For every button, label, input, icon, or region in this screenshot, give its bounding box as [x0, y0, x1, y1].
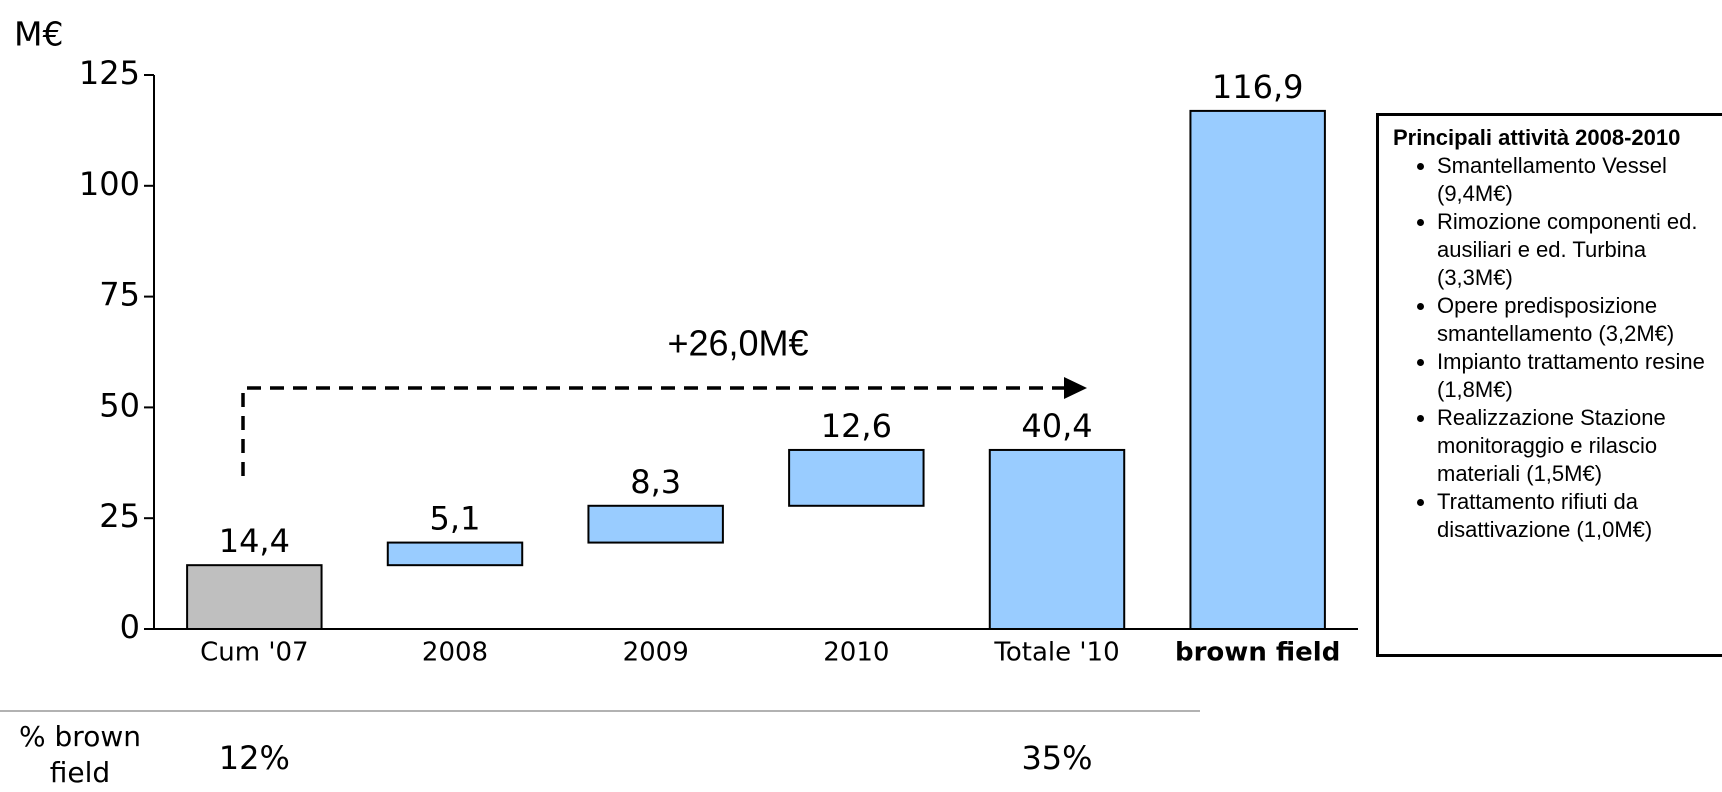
- side-box-item: Trattamento rifiuti da disattivazione (1…: [1437, 488, 1716, 544]
- side-box-title: Principali attività 2008-2010: [1393, 125, 1681, 150]
- x-tick-label: Totale '10: [993, 638, 1119, 668]
- percent-label: 35%: [1021, 739, 1092, 777]
- y-tick-label: 125: [79, 54, 140, 92]
- bar: [1189, 109, 1326, 631]
- y-tick-label: 50: [99, 386, 140, 424]
- value-label: 14,4: [219, 522, 290, 560]
- bar: [788, 448, 925, 507]
- bar: [988, 448, 1126, 630]
- annotation: +26,0M€: [667, 323, 808, 364]
- y-tick-label: 0: [120, 608, 140, 646]
- x-tick-label: brown field: [1175, 638, 1340, 668]
- x-tick-label: Cum '07: [200, 638, 308, 668]
- dashed-arrow: [241, 386, 1068, 476]
- arrow-head: [1064, 377, 1087, 399]
- y-tick-label: 75: [99, 276, 140, 314]
- side-box-item: Rimozione componenti ed. ausiliari e ed.…: [1437, 208, 1716, 292]
- value-label: 116,9: [1212, 68, 1304, 106]
- side-box: Principali attività 2008-2010 Smantellam…: [1376, 113, 1722, 657]
- x-tick-label: 2010: [823, 638, 889, 668]
- percent-row-label: % brown field: [19, 720, 141, 789]
- value-label: 40,4: [1021, 407, 1092, 445]
- side-box-item: Smantellamento Vessel (9,4M€): [1437, 152, 1716, 208]
- side-box-list: Smantellamento Vessel (9,4M€)Rimozione c…: [1393, 152, 1716, 544]
- x-tick-label: 2009: [623, 638, 689, 668]
- value-label: 12,6: [821, 407, 892, 445]
- value-label: 8,3: [630, 463, 681, 501]
- y-tick-label: 25: [99, 497, 140, 535]
- y-axis-label: M€: [14, 15, 63, 54]
- side-box-item: Opere predisposizione smantellamento (3,…: [1437, 292, 1716, 348]
- bar: [186, 564, 323, 630]
- bar: [587, 504, 724, 544]
- value-label: 5,1: [430, 500, 481, 538]
- percent-label: 12%: [219, 739, 290, 777]
- bar: [386, 541, 524, 567]
- x-tick-label: 2008: [422, 638, 488, 668]
- side-box-item: Impianto trattamento resine (1,8M€): [1437, 348, 1716, 404]
- percent-row-label-line: % brown: [19, 720, 141, 753]
- side-box-item: Realizzazione Stazione monitoraggio e ri…: [1437, 404, 1716, 488]
- y-tick-label: 100: [79, 165, 140, 203]
- percent-row-label-line: field: [50, 756, 110, 789]
